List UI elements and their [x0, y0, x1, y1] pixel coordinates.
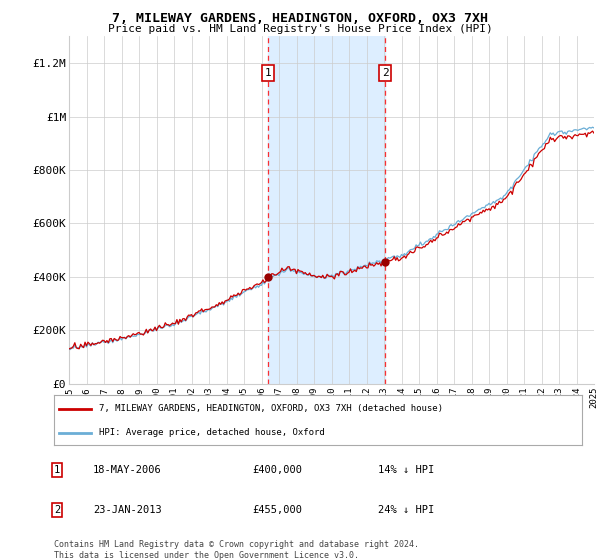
Text: 1: 1 [54, 465, 60, 475]
Text: 14% ↓ HPI: 14% ↓ HPI [378, 465, 434, 475]
Text: 1: 1 [265, 68, 272, 78]
Text: 7, MILEWAY GARDENS, HEADINGTON, OXFORD, OX3 7XH (detached house): 7, MILEWAY GARDENS, HEADINGTON, OXFORD, … [99, 404, 443, 413]
Text: 23-JAN-2013: 23-JAN-2013 [93, 505, 162, 515]
Text: 2: 2 [54, 505, 60, 515]
Text: Price paid vs. HM Land Registry's House Price Index (HPI): Price paid vs. HM Land Registry's House … [107, 24, 493, 34]
Bar [268, 36, 385, 384]
Text: Contains HM Land Registry data © Crown copyright and database right 2024.
This d: Contains HM Land Registry data © Crown c… [54, 540, 419, 560]
Text: 24% ↓ HPI: 24% ↓ HPI [378, 505, 434, 515]
Text: 18-MAY-2006: 18-MAY-2006 [93, 465, 162, 475]
Text: 7, MILEWAY GARDENS, HEADINGTON, OXFORD, OX3 7XH: 7, MILEWAY GARDENS, HEADINGTON, OXFORD, … [112, 12, 488, 25]
Text: £455,000: £455,000 [252, 505, 302, 515]
Text: HPI: Average price, detached house, Oxford: HPI: Average price, detached house, Oxfo… [99, 428, 325, 437]
Text: £400,000: £400,000 [252, 465, 302, 475]
Text: 2: 2 [382, 68, 389, 78]
